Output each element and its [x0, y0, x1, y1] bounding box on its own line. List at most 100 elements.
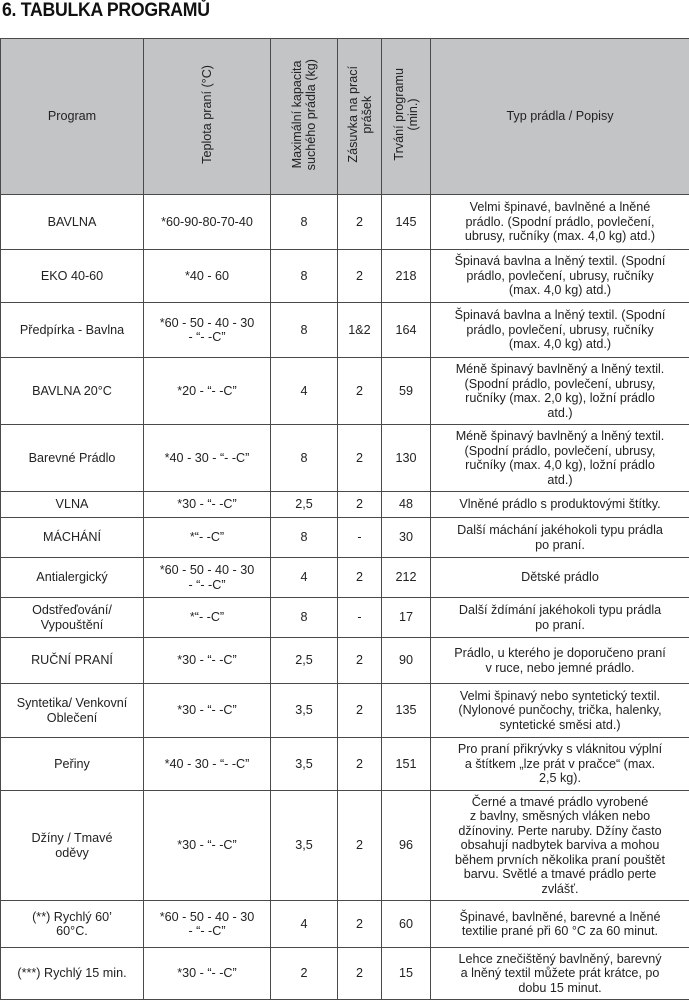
- cell-temperature: *“- -C”: [143, 517, 271, 558]
- cell-detergent: 2: [337, 249, 382, 303]
- table-row: BAVLNA 20°C *20 - “- -C” 4 2 59 Méně špinavý …: [0, 357, 689, 425]
- cell-capacity: 8: [270, 249, 338, 303]
- cell-temperature: *20 - “- -C”: [143, 357, 271, 425]
- header-capacity: Maximální kapacita suchého prádla (kg): [270, 38, 338, 195]
- cell-temperature: *40 - 30 - “- -C”: [143, 424, 271, 492]
- cell-detergent: 1&2: [337, 302, 382, 358]
- program-table: Program Teplota praní (°C) Maximální kap…: [0, 38, 689, 1000]
- cell-capacity: 8: [270, 302, 338, 358]
- cell-duration: 96: [381, 790, 431, 901]
- cell-duration: 212: [381, 557, 431, 598]
- cell-capacity: 3,5: [270, 790, 338, 901]
- table-row: BAVLNA *60-90-80-70-40 8 2 145 Velmi špinavé,…: [0, 194, 689, 250]
- cell-description: Prádlo, u kterého je doporučeno praní v …: [430, 637, 689, 684]
- header-program: Program: [0, 38, 144, 195]
- cell-capacity: 2,5: [270, 491, 338, 518]
- header-duration-label: Trvání programu (min.): [392, 68, 420, 162]
- cell-detergent: 2: [337, 491, 382, 518]
- cell-description: Pro praní přikrývky s vláknitou výplní a…: [430, 737, 689, 791]
- cell-program: VLNA: [0, 491, 144, 518]
- cell-temperature: *“- -C”: [143, 597, 271, 638]
- cell-duration: 130: [381, 424, 431, 492]
- table-row: (**) Rychlý 60’ 60°C. *60 - 50 - 40 - 30 …: [0, 900, 689, 948]
- cell-program: Peřiny: [0, 737, 144, 791]
- cell-detergent: 2: [337, 357, 382, 425]
- cell-capacity: 8: [270, 424, 338, 492]
- table-header-row: Program Teplota praní (°C) Maximální kap…: [0, 38, 689, 195]
- cell-detergent: 2: [337, 194, 382, 250]
- cell-capacity: 4: [270, 900, 338, 948]
- cell-temperature: *60-90-80-70-40: [143, 194, 271, 250]
- table-row: Barevné Prádlo *40 - 30 - “- -C” 8 2 130 Méně…: [0, 424, 689, 492]
- cell-program: RUČNÍ PRANÍ: [0, 637, 144, 684]
- cell-detergent: 2: [337, 683, 382, 738]
- cell-program: Džíny / Tmavé oděvy: [0, 790, 144, 901]
- cell-description: Další máchání jakéhokoli typu prádla po …: [430, 517, 689, 558]
- cell-detergent: 2: [337, 637, 382, 684]
- header-temperature-label: Teplota praní (°C): [200, 65, 214, 165]
- page-title: 6. TABULKA PROGRAMŮ: [2, 0, 210, 21]
- cell-duration: 145: [381, 194, 431, 250]
- header-description: Typ prádla / Popisy: [430, 38, 689, 195]
- cell-detergent: 2: [337, 424, 382, 492]
- cell-capacity: 3,5: [270, 683, 338, 738]
- cell-program: Odstřeďování/ Vypouštění: [0, 597, 144, 638]
- cell-temperature: *40 - 30 - “- -C”: [143, 737, 271, 791]
- cell-duration: 164: [381, 302, 431, 358]
- cell-duration: 17: [381, 597, 431, 638]
- table-row: Předpírka - Bavlna *60 - 50 - 40 - 30 - “…: [0, 302, 689, 358]
- cell-description: Méně špinavý bavlněný a lněný textil. (S…: [430, 357, 689, 425]
- cell-capacity: 8: [270, 517, 338, 558]
- cell-duration: 60: [381, 900, 431, 948]
- cell-program: MÁCHÁNÍ: [0, 517, 144, 558]
- cell-description: Špinavá bavlna a lněný textil. (Spodní p…: [430, 302, 689, 358]
- cell-duration: 218: [381, 249, 431, 303]
- cell-temperature: *60 - 50 - 40 - 30 - “- -C”: [143, 900, 271, 948]
- cell-capacity: 2,5: [270, 637, 338, 684]
- table-row: Syntetika/ Venkovní Oblečení *30 - “- -C”…: [0, 683, 689, 738]
- table-row: EKO 40-60 *40 - 60 8 2 218 Špinavá bavlna a l…: [0, 249, 689, 303]
- table-row: Peřiny *40 - 30 - “- -C” 3,5 2 151 Pro praní …: [0, 737, 689, 791]
- cell-detergent: 2: [337, 790, 382, 901]
- cell-duration: 30: [381, 517, 431, 558]
- cell-capacity: 2: [270, 947, 338, 1000]
- header-temperature: Teplota praní (°C): [143, 38, 271, 195]
- header-detergent-label: Zásuvka na prací prášek: [345, 66, 374, 164]
- header-duration: Trvání programu (min.): [381, 38, 431, 195]
- cell-detergent: 2: [337, 737, 382, 791]
- cell-program: Syntetika/ Venkovní Oblečení: [0, 683, 144, 738]
- cell-detergent: -: [337, 517, 382, 558]
- cell-program: Barevné Prádlo: [0, 424, 144, 492]
- cell-duration: 90: [381, 637, 431, 684]
- header-detergent: Zásuvka na prací prášek: [337, 38, 382, 195]
- cell-program: Antialergický: [0, 557, 144, 598]
- cell-description: Lehce znečištěný bavlněný, barevný a lně…: [430, 947, 689, 1000]
- cell-duration: 151: [381, 737, 431, 791]
- cell-program: (**) Rychlý 60’ 60°C.: [0, 900, 144, 948]
- cell-capacity: 4: [270, 557, 338, 598]
- table-row: Odstřeďování/ Vypouštění *“- -C” 8-17 Další…: [0, 597, 689, 638]
- cell-description: Špinavé, bavlněné, barevné a lněné texti…: [430, 900, 689, 948]
- cell-description: Velmi špinavý nebo syntetický textil. (N…: [430, 683, 689, 738]
- cell-capacity: 8: [270, 597, 338, 638]
- cell-temperature: *40 - 60: [143, 249, 271, 303]
- table-row: VLNA *30 - “- -C” 2,5 2 48 Vlněné prádlo s pr…: [0, 491, 689, 518]
- cell-temperature: *30 - “- -C”: [143, 683, 271, 738]
- table-row: MÁCHÁNÍ *“- -C” 8-30 Další máchání jakéhoko…: [0, 517, 689, 558]
- cell-temperature: *60 - 50 - 40 - 30 - “- -C”: [143, 557, 271, 598]
- cell-program: (***) Rychlý 15 min.: [0, 947, 144, 1000]
- cell-program: BAVLNA 20°C: [0, 357, 144, 425]
- cell-duration: 48: [381, 491, 431, 518]
- cell-temperature: *30 - “- -C”: [143, 790, 271, 901]
- table-row: Antialergický *60 - 50 - 40 - 30 - “- -C”…: [0, 557, 689, 598]
- table-row: Džíny / Tmavé oděvy *30 - “- -C” 3,5 2 96 Čer…: [0, 790, 689, 901]
- cell-program: EKO 40-60: [0, 249, 144, 303]
- cell-capacity: 4: [270, 357, 338, 425]
- cell-description: Další ždímání jakéhokoli typu prádla po …: [430, 597, 689, 638]
- cell-program: BAVLNA: [0, 194, 144, 250]
- cell-temperature: *30 - “- -C”: [143, 491, 271, 518]
- header-capacity-label: Maximální kapacita suchého prádla (kg): [290, 59, 318, 171]
- cell-program: Předpírka - Bavlna: [0, 302, 144, 358]
- cell-description: Černé a tmavé prádlo vyrobené z bavlny, …: [430, 790, 689, 901]
- cell-temperature: *60 - 50 - 40 - 30 - “- -C”: [143, 302, 271, 358]
